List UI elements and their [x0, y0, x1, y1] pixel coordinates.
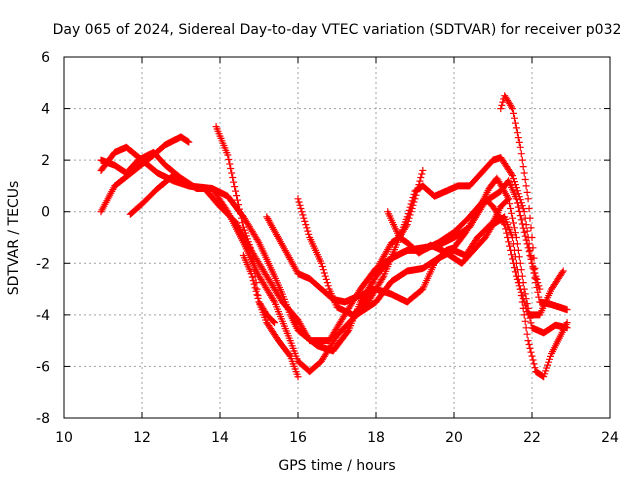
y-tick-label: 2	[41, 153, 50, 169]
x-axis-label: GPS time / hours	[278, 458, 395, 474]
x-tick-label: 14	[211, 430, 229, 446]
x-tick-label: 12	[133, 430, 151, 446]
data-series-track-10	[384, 166, 427, 241]
y-axis-label: SDTVAR / TECUs	[6, 181, 22, 296]
chart-title: Day 065 of 2024, Sidereal Day-to-day VTE…	[53, 22, 622, 38]
data-series-track-9	[353, 213, 571, 381]
data-series-track-11	[497, 92, 540, 283]
data-marks-track-2	[97, 143, 571, 345]
y-tick-label: 4	[41, 102, 50, 118]
y-tick-label: -8	[36, 411, 50, 427]
y-tick-label: -6	[36, 359, 50, 375]
x-tick-label: 18	[367, 430, 385, 446]
y-tick-label: -2	[36, 256, 50, 272]
plot-frame	[63, 56, 611, 419]
data-marks-track-5	[212, 123, 302, 381]
y-tick-label: 6	[41, 50, 50, 66]
x-tick-label: 10	[55, 430, 73, 446]
data-marks-track-11	[497, 92, 540, 283]
data-marks-track-6	[239, 252, 279, 327]
data-marks-track-9	[353, 213, 571, 381]
data-series-track-1	[97, 133, 193, 216]
data-marks-track-1	[97, 133, 193, 216]
x-tick-label: 24	[601, 430, 619, 446]
data-marks-track-10	[384, 166, 427, 241]
data-series-track-2	[97, 143, 571, 345]
y-tick-label: 0	[41, 205, 50, 221]
data-series-track-5	[212, 123, 302, 381]
x-tick-label: 16	[289, 430, 307, 446]
y-tick-label: -4	[36, 308, 50, 324]
x-tick-label: 22	[523, 430, 541, 446]
x-tick-label: 20	[445, 430, 463, 446]
data-layer	[97, 92, 571, 381]
data-series-track-6	[239, 252, 279, 327]
